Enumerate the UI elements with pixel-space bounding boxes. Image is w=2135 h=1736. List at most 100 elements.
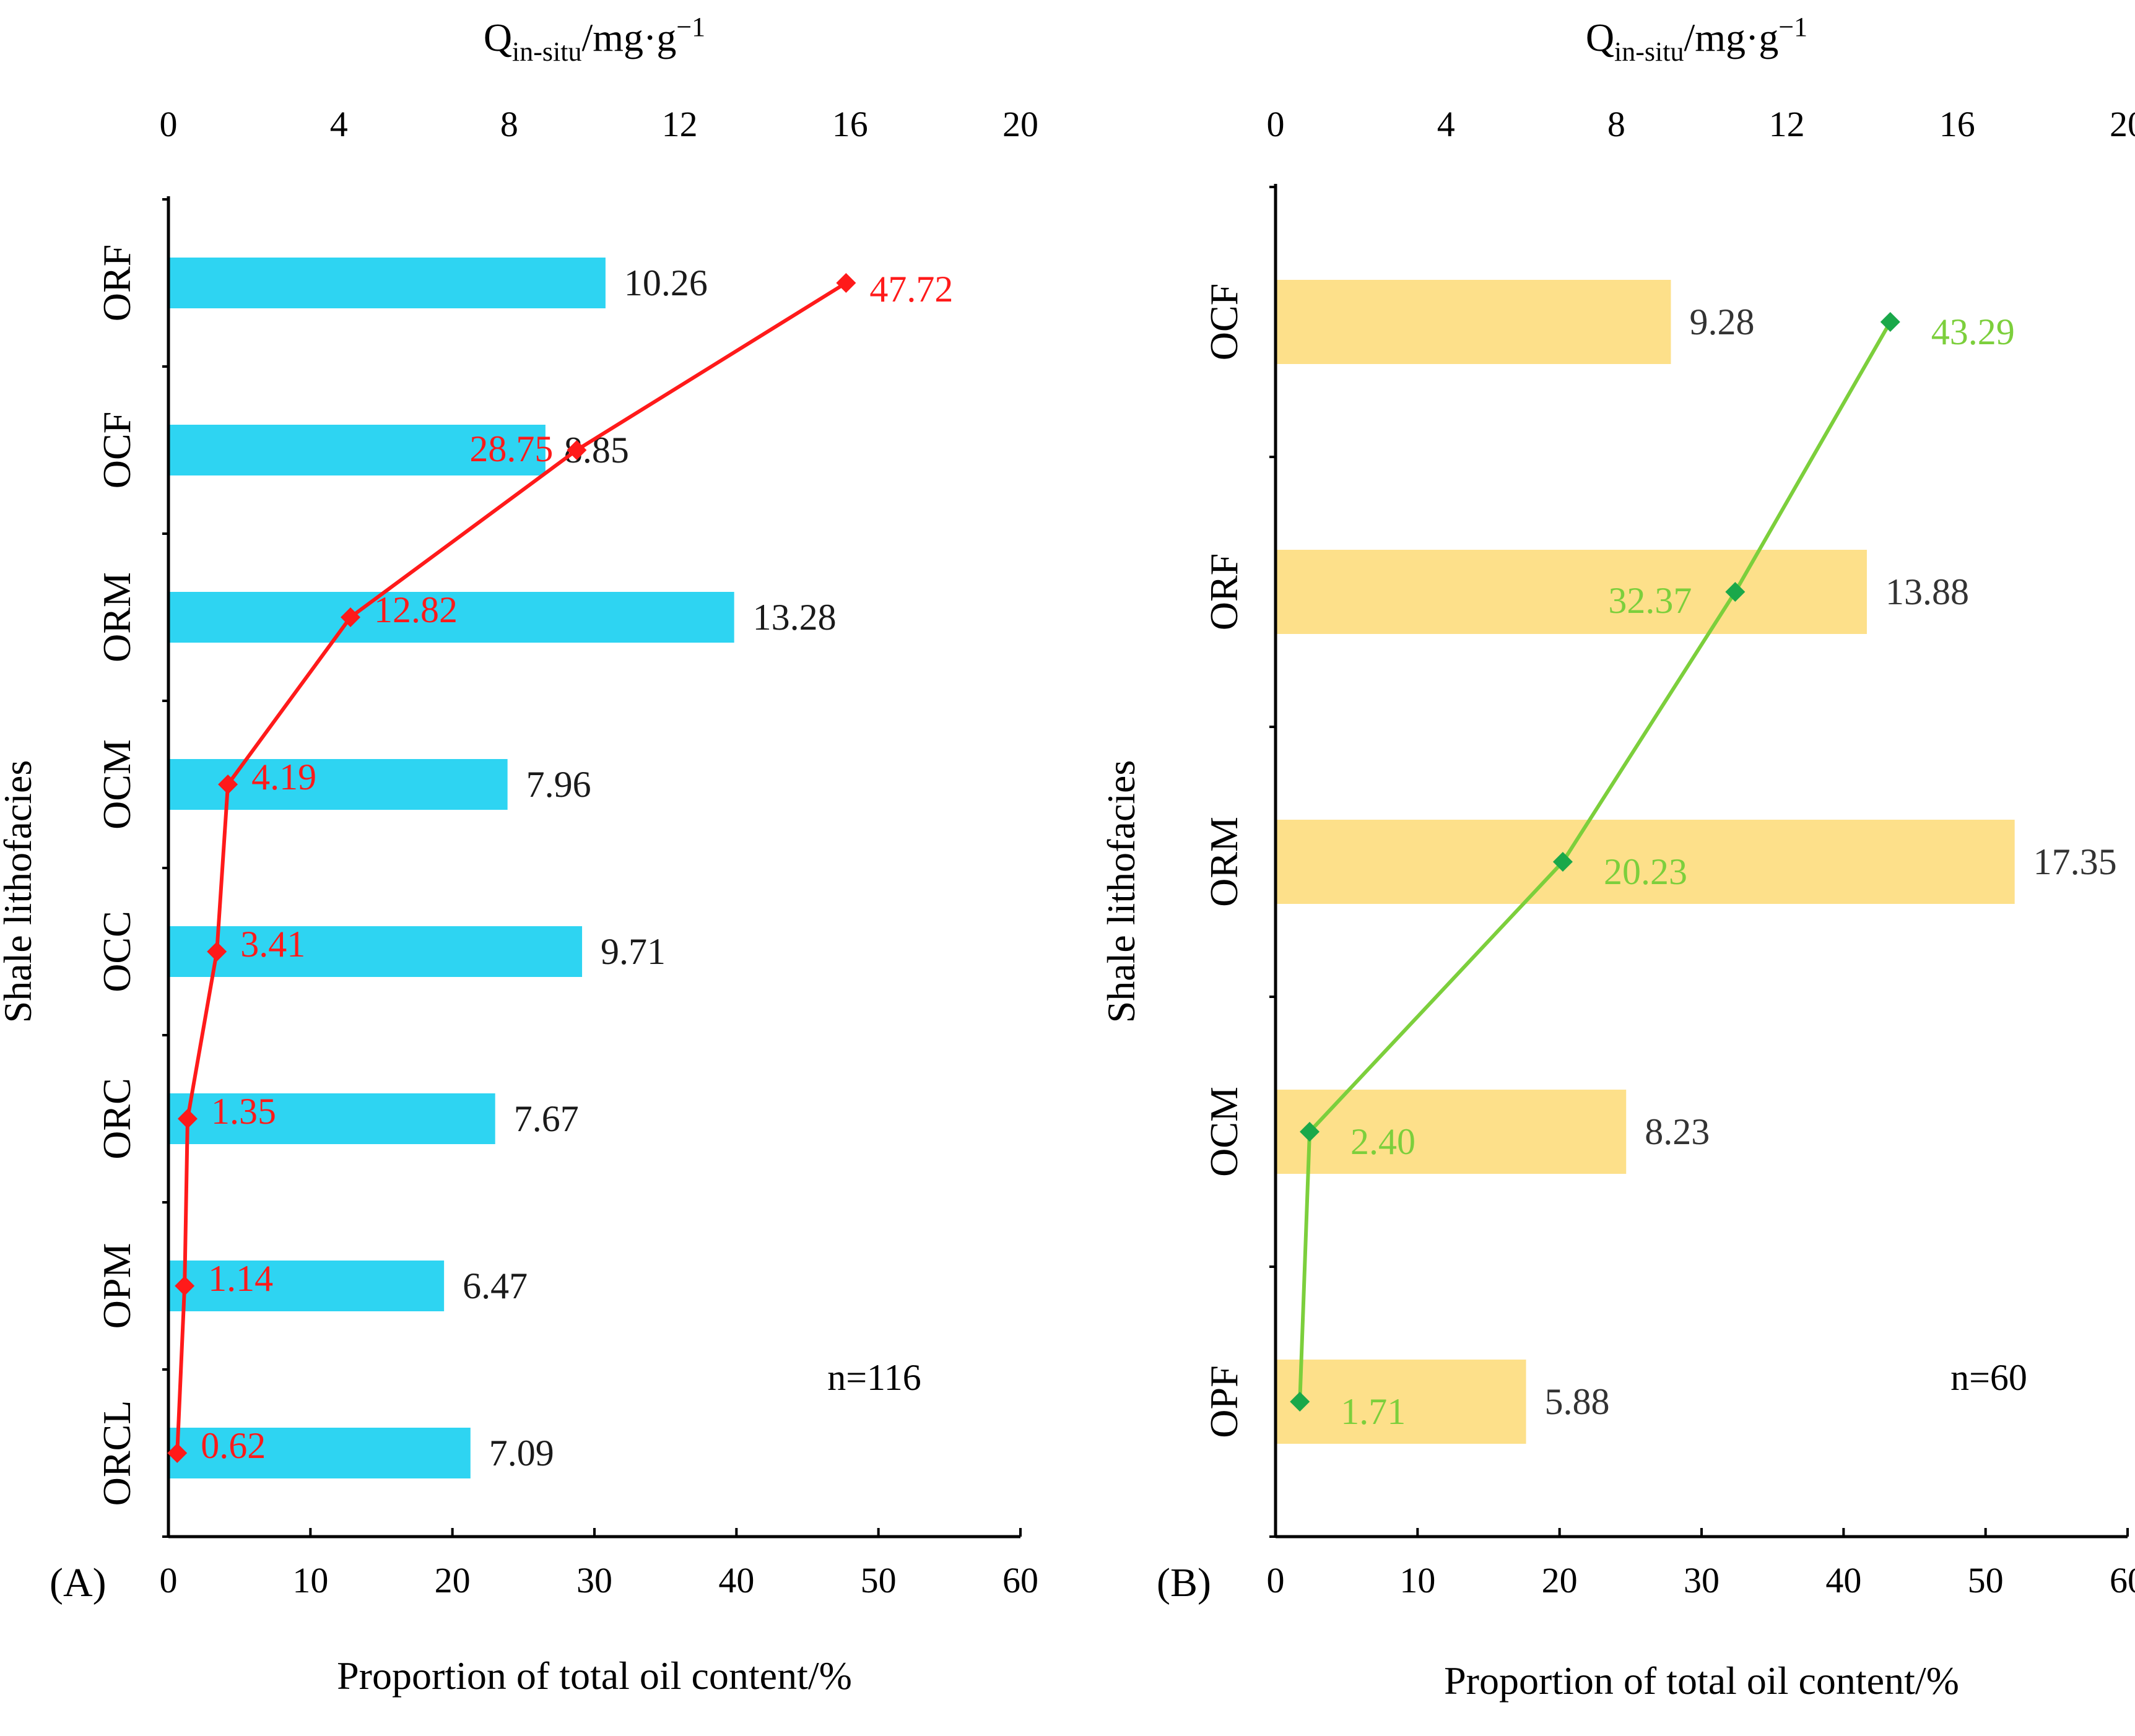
panel-b-category-label-opf: OPF xyxy=(1202,1365,1246,1438)
panel-a-line-value-label: 1.14 xyxy=(208,1258,273,1299)
panel-a-bar-value-label: 10.26 xyxy=(624,263,708,303)
panel-b-bar-value-label: 17.35 xyxy=(2033,841,2117,882)
panel-b-top-tick-label: 20 xyxy=(2110,104,2135,144)
panel-b-category-label-ocf: OCF xyxy=(1202,284,1246,361)
panel-a-bar-value-label: 7.67 xyxy=(514,1098,579,1139)
panel-a-bottom-tick-label: 50 xyxy=(861,1560,897,1600)
panel-a-bottom-tick-label: 0 xyxy=(160,1560,178,1600)
panel-a-line-marker-ocf xyxy=(567,440,587,460)
panel-b-bottom-axis-label: Proportion of total oil content/% xyxy=(1444,1659,1959,1703)
panel-b-bar-opf xyxy=(1276,1360,1526,1444)
panel-a-category-label-occ: OCC xyxy=(95,911,139,992)
panel-b-line-value-label: 1.71 xyxy=(1341,1391,1406,1432)
panel-a-category-label-opm: OPM xyxy=(95,1243,139,1329)
panel-a-line-marker-orcl xyxy=(167,1443,188,1463)
panel-b-category-label-ocm: OCM xyxy=(1202,1087,1246,1177)
panel-b-category-label-orf: ORF xyxy=(1202,553,1246,631)
panel-a-bottom-tick-label: 40 xyxy=(718,1560,754,1600)
panel-b-line-marker-opf xyxy=(1290,1392,1310,1412)
panel-a-line-marker-opm xyxy=(175,1276,195,1296)
panel-b-bottom-tick-label: 40 xyxy=(1825,1560,1861,1600)
panel-a-bottom-tick-label: 20 xyxy=(435,1560,471,1600)
panel-a-panel-label: (A) xyxy=(50,1560,107,1605)
panel-b-bottom-tick-label: 50 xyxy=(1968,1560,2004,1600)
panel-b-bar-ocf xyxy=(1276,280,1671,364)
panel-b-top-tick-label: 0 xyxy=(1267,104,1285,144)
panel-a-top-tick-label: 20 xyxy=(1002,104,1038,144)
panel-b-line-value-label: 2.40 xyxy=(1350,1121,1415,1162)
panel-a-bar-ocf xyxy=(168,425,546,475)
panel-a-line-marker-ocm xyxy=(218,775,238,794)
panel-a-line-value-label: 47.72 xyxy=(869,269,953,310)
panel-a-bar-value-label: 9.71 xyxy=(601,931,666,972)
panel-a-line-value-label: 4.19 xyxy=(251,757,316,797)
panel-b-bottom-tick-label: 60 xyxy=(2110,1560,2135,1600)
panel-a-line-value-label: 0.62 xyxy=(201,1425,266,1466)
panel-b-line-marker-ocf xyxy=(1880,312,1900,332)
panel-a-bar-orm xyxy=(168,592,734,643)
panel-b-y-axis-label: Shale lithofacies xyxy=(1099,760,1143,1023)
panel-b-bar-orm xyxy=(1276,820,2015,904)
panel-a-line-value-label: 1.35 xyxy=(211,1091,276,1132)
panel-b-top-tick-label: 16 xyxy=(1939,104,1975,144)
panel-a-y-axis-label: Shale lithofacies xyxy=(0,760,40,1023)
panel-b-bar-ocm xyxy=(1276,1090,1627,1174)
panel-a-bar-value-label: 7.09 xyxy=(489,1433,554,1473)
panel-b-line-marker-orf xyxy=(1725,582,1746,602)
panel-a-top-axis-label: Qin-situ/mg·g−1 xyxy=(484,12,705,67)
panel-a-line-value-label: 12.82 xyxy=(374,589,458,630)
panel-b-bar-value-label: 9.28 xyxy=(1689,302,1754,342)
panel-b-bar-value-label: 13.88 xyxy=(1885,571,1969,612)
panel-b-bottom-tick-label: 30 xyxy=(1684,1560,1720,1600)
panel-a-category-label-orf: ORF xyxy=(95,245,139,322)
panel-b-top-tick-label: 8 xyxy=(1607,104,1625,144)
panel-b-bottom-tick-label: 0 xyxy=(1267,1560,1285,1600)
panel-a-category-label-orm: ORM xyxy=(95,572,139,662)
panel-b-line-marker-orm xyxy=(1552,852,1573,872)
panel-a-top-tick-label: 8 xyxy=(500,104,518,144)
panel-a-top-tick-label: 16 xyxy=(832,104,868,144)
panel-a-category-label-orcl: ORCL xyxy=(95,1400,139,1506)
panel-b-bottom-tick-label: 20 xyxy=(1542,1560,1578,1600)
panel-a-line-marker-orf xyxy=(836,273,856,293)
panel-a-bar-value-label: 7.96 xyxy=(526,764,591,805)
panel-a-bottom-tick-label: 30 xyxy=(576,1560,612,1600)
panel-a-bar-orcl xyxy=(168,1428,471,1478)
panel-a-series-line xyxy=(175,281,847,1454)
panel-b-sample-count-annotation: n=60 xyxy=(1950,1357,2027,1398)
panel-a-bottom-tick-label: 10 xyxy=(292,1560,328,1600)
panel-a-sample-count-annotation: n=116 xyxy=(827,1357,921,1398)
panel-a-bottom-tick-label: 60 xyxy=(1002,1560,1038,1600)
panel-a-bar-opm xyxy=(168,1261,445,1311)
panel-a-line-value-label: 28.75 xyxy=(469,428,553,469)
panel-b-bar-orf xyxy=(1276,550,1867,634)
panel-a-top-tick-label: 4 xyxy=(330,104,348,144)
panel-b-line-value-label: 20.23 xyxy=(1604,851,1687,892)
panel-b-bar-value-label: 5.88 xyxy=(1545,1381,1610,1422)
panel-b-bottom-tick-label: 10 xyxy=(1399,1560,1435,1600)
panel-a-bar-orc xyxy=(168,1093,495,1144)
panel-b-top-axis-label: Qin-situ/mg·g−1 xyxy=(1586,12,1807,67)
panel-a-line-marker-orc xyxy=(177,1109,198,1129)
panel-a-category-label-orc: ORC xyxy=(95,1078,139,1160)
panel-a-line-marker-occ xyxy=(207,942,227,961)
panel-a-bottom-axis-label: Proportion of total oil content/% xyxy=(337,1654,852,1698)
panel-b-top-tick-label: 4 xyxy=(1437,104,1455,144)
panel-a-bar-value-label: 13.28 xyxy=(753,597,837,638)
panel-a-category-label-ocm: OCM xyxy=(95,739,139,830)
panel-a-top-tick-label: 0 xyxy=(160,104,178,144)
panel-a-bar-occ xyxy=(168,926,583,977)
panel-b-line-marker-ocm xyxy=(1300,1122,1320,1142)
panel-b-panel-label: (B) xyxy=(1157,1560,1211,1605)
panel-b-line-value-label: 43.29 xyxy=(1931,311,2015,352)
panel-b-category-label-orm: ORM xyxy=(1202,817,1246,907)
panel-a-bar-value-label: 6.47 xyxy=(463,1265,528,1306)
panel-a-line-marker-orm xyxy=(341,607,361,627)
panel-b-bar-value-label: 8.23 xyxy=(1645,1111,1710,1152)
panel-b-line-value-label: 32.37 xyxy=(1608,580,1692,621)
panel-a-top-tick-label: 12 xyxy=(662,104,698,144)
panel-a-category-label-ocf: OCF xyxy=(95,412,139,489)
panel-a-bar-orf xyxy=(168,258,606,308)
